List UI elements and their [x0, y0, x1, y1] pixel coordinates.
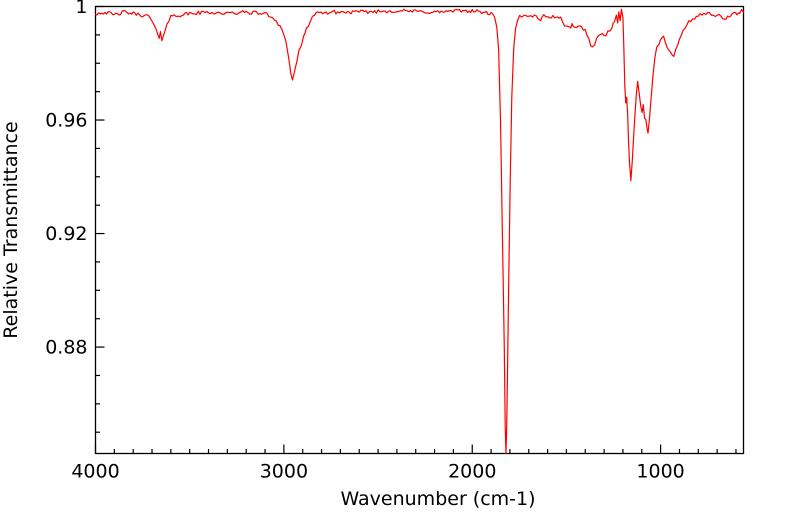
- plot-frame: [94, 5, 745, 455]
- x-tick-label: 4000: [71, 461, 119, 483]
- y-tick-label: 1: [75, 0, 87, 18]
- x-axis-label: Wavenumber (cm-1): [0, 488, 799, 510]
- y-tick-label: 0.96: [45, 110, 87, 132]
- y-axis-label: Relative Transmittance: [0, 121, 22, 339]
- x-axis-label-text: Wavenumber (cm-1): [340, 488, 536, 510]
- y-tick-label: 0.88: [45, 337, 87, 359]
- x-tick-label: 3000: [260, 461, 308, 483]
- x-tick-label: 1000: [636, 461, 684, 483]
- spectrum-line: [94, 8, 745, 455]
- x-tick-label: 2000: [448, 461, 496, 483]
- y-tick-label: 0.92: [45, 223, 87, 245]
